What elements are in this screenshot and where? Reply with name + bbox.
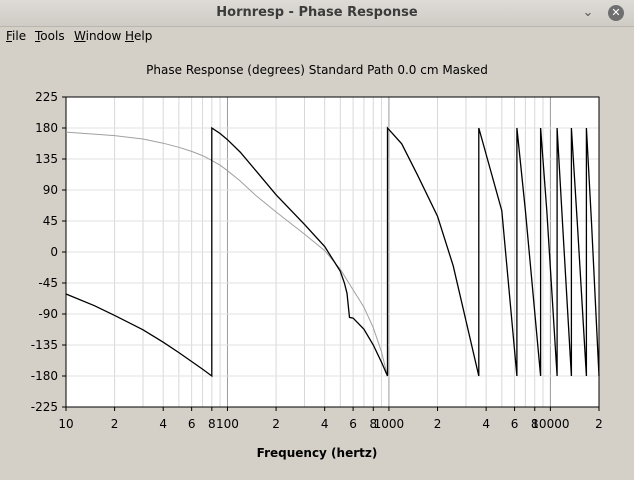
y-tick-label: -45 <box>38 276 58 290</box>
x-tick-label: 6 <box>349 417 357 431</box>
series-line <box>65 131 388 377</box>
title-bar[interactable]: Hornresp - Phase Response ⌄ ✕ <box>0 0 634 27</box>
minimize-icon[interactable]: ⌄ <box>582 5 594 20</box>
x-tick-label: 4 <box>321 417 329 431</box>
menu-file[interactable]: File <box>6 29 27 43</box>
x-tick-label: 4 <box>159 417 167 431</box>
x-tick-label: 8 <box>208 417 216 431</box>
menu-window[interactable]: Window <box>74 29 122 43</box>
close-icon[interactable]: ✕ <box>608 5 624 21</box>
x-tick-label: 2 <box>111 417 119 431</box>
y-tick-label: -180 <box>31 369 58 383</box>
x-tick-label: 6 <box>188 417 196 431</box>
x-tick-label: 8 <box>531 417 539 431</box>
menu-tools[interactable]: Tools <box>35 29 65 43</box>
x-tick-label: 4 <box>482 417 490 431</box>
y-tick-label: 45 <box>43 214 58 228</box>
x-axis-label: Frequency (hertz) <box>256 446 378 460</box>
menu-bar: File Tools Window Help <box>0 26 634 46</box>
x-tick-label: 8 <box>369 417 377 431</box>
series-line <box>65 126 600 378</box>
y-tick-label: -90 <box>38 307 58 321</box>
x-tick-label: 2 <box>272 417 280 431</box>
x-tick-label: 2 <box>434 417 442 431</box>
x-tick-label: 100 <box>216 417 239 431</box>
x-tick-label: 1000 <box>374 417 405 431</box>
y-tick-label: 0 <box>50 245 58 259</box>
chart-title: Phase Response (degrees) Standard Path 0… <box>146 63 488 77</box>
x-tick-label: 2 <box>595 417 603 431</box>
window-title: Hornresp - Phase Response <box>216 5 418 20</box>
x-tick-label: 10 <box>58 417 73 431</box>
menu-help[interactable]: Help <box>125 29 153 43</box>
x-tick-label: 6 <box>511 417 519 431</box>
y-tick-label: 180 <box>35 121 58 135</box>
y-tick-label: 90 <box>43 183 58 197</box>
y-tick-label: -225 <box>31 400 58 414</box>
y-tick-label: 135 <box>35 152 58 166</box>
y-tick-label: -135 <box>31 338 58 352</box>
y-tick-label: 225 <box>35 90 58 104</box>
x-tick-label: 10000 <box>531 417 569 431</box>
